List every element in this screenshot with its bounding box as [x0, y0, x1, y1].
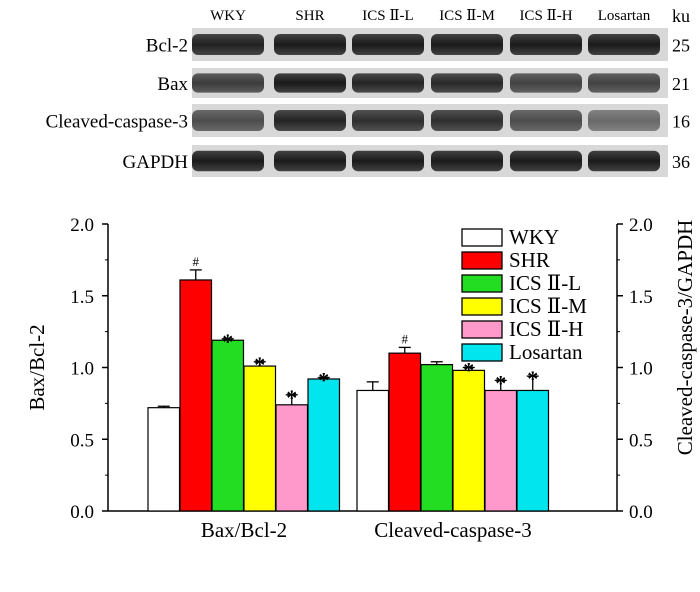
lane-label: SHR: [295, 8, 324, 24]
protein-band: [431, 73, 503, 93]
protein-band: [352, 109, 424, 132]
legend-label: Losartan: [509, 340, 583, 364]
bar-ICS-Ⅱ-H: [484, 389, 518, 512]
protein-band: [274, 73, 346, 93]
protein-band: [352, 73, 424, 93]
right-tick-label: 2.0: [629, 215, 653, 236]
bar-SHR: [388, 352, 422, 512]
protein-band: [274, 109, 346, 132]
blot-row-label: Bax: [157, 74, 188, 95]
unit-label: ku: [672, 6, 690, 26]
protein-band: [588, 109, 660, 132]
legend-swatch: [461, 320, 503, 339]
bar-WKY: [147, 407, 181, 512]
lane-label: ICS Ⅱ-H: [519, 8, 572, 24]
western-blot-panel: WKY SHR ICS Ⅱ-L ICS Ⅱ-M ICS Ⅱ-H Losartan ku Bcl…: [46, 6, 690, 177]
protein-band: [431, 33, 503, 56]
protein-band: [431, 109, 503, 132]
significance-mark: *: [254, 352, 265, 377]
lane-label: Losartan: [598, 8, 651, 24]
x-category-label: Cleaved-caspase-3: [374, 518, 531, 542]
molecular-weight-label: 36: [672, 152, 690, 172]
lane-label: ICS Ⅱ-L: [362, 8, 413, 24]
legend-swatch: [461, 343, 503, 362]
protein-band: [192, 109, 264, 132]
bar-chart: 0.0 0.0 0.5 0.5 1.0 1.0 1.5 1.5 2.0 2.0 Bax/Bcl-2 C…: [25, 215, 697, 542]
significance-mark: *: [222, 329, 233, 354]
significance-mark: #: [193, 254, 200, 269]
protein-band: [352, 33, 424, 56]
legend-swatch: [461, 297, 503, 316]
molecular-weight-label: 25: [672, 36, 690, 56]
protein-band: [588, 150, 660, 172]
bar-ICS-Ⅱ-M: [452, 369, 486, 512]
bar-ICS-Ⅱ-L: [420, 364, 454, 512]
lane-label: ICS Ⅱ-M: [439, 8, 495, 24]
significance-mark: *: [495, 370, 506, 395]
bar-WKY: [356, 389, 390, 512]
blot-row-label: Cleaved-caspase-3: [46, 112, 188, 133]
protein-band: [510, 150, 582, 172]
legend-label: ICS Ⅱ-L: [509, 271, 581, 295]
left-tick-label: 1.5: [70, 287, 94, 308]
protein-band: [431, 150, 503, 172]
protein-band: [510, 109, 582, 132]
bar-ICS-Ⅱ-M: [243, 365, 277, 512]
significance-mark: *: [286, 385, 297, 410]
bar-SHR: [179, 279, 213, 512]
left-tick-label: 2.0: [70, 215, 94, 236]
right-tick-label: 1.0: [629, 359, 653, 380]
left-tick-label: 0.5: [70, 430, 94, 451]
left-tick-label: 0.0: [70, 502, 94, 523]
protein-band: [192, 33, 264, 56]
protein-band: [274, 150, 346, 172]
protein-band: [588, 73, 660, 93]
legend-swatch: [461, 251, 503, 270]
bar-Losartan: [516, 389, 550, 512]
legend-label: WKY: [509, 225, 559, 249]
y-axis-label: Bax/Bcl-2: [25, 324, 49, 410]
legend-label: SHR: [509, 248, 550, 272]
protein-band: [352, 150, 424, 172]
bar-Losartan: [307, 378, 341, 512]
significance-mark: *: [463, 358, 474, 383]
right-y-axis-label: Cleaved-caspase-3/GAPDH: [673, 220, 697, 456]
legend-label: ICS Ⅱ-M: [509, 294, 587, 318]
blot-row-label: Bcl-2: [146, 36, 188, 57]
protein-band: [192, 73, 264, 93]
molecular-weight-label: 16: [672, 112, 690, 132]
right-tick-label: 0.5: [629, 430, 653, 451]
protein-band: [588, 33, 660, 56]
x-category-label: Bax/Bcl-2: [201, 518, 287, 542]
significance-mark: *: [318, 368, 329, 393]
bar-ICS-Ⅱ-H: [275, 404, 309, 512]
significance-mark: *: [527, 366, 538, 391]
right-tick-label: 0.0: [629, 502, 653, 523]
left-tick-label: 1.0: [70, 359, 94, 380]
bar-ICS-Ⅱ-L: [211, 339, 245, 512]
molecular-weight-label: 21: [672, 74, 690, 94]
protein-band: [510, 73, 582, 93]
protein-band: [510, 33, 582, 56]
blot-row-label: GAPDH: [123, 152, 189, 173]
legend-swatch: [461, 274, 503, 293]
legend-label: ICS Ⅱ-H: [509, 317, 583, 341]
significance-mark: #: [402, 331, 409, 346]
right-tick-label: 1.5: [629, 287, 653, 308]
legend-swatch: [461, 228, 503, 247]
protein-band: [274, 33, 346, 56]
lane-label: WKY: [210, 8, 246, 24]
protein-band: [192, 150, 264, 172]
